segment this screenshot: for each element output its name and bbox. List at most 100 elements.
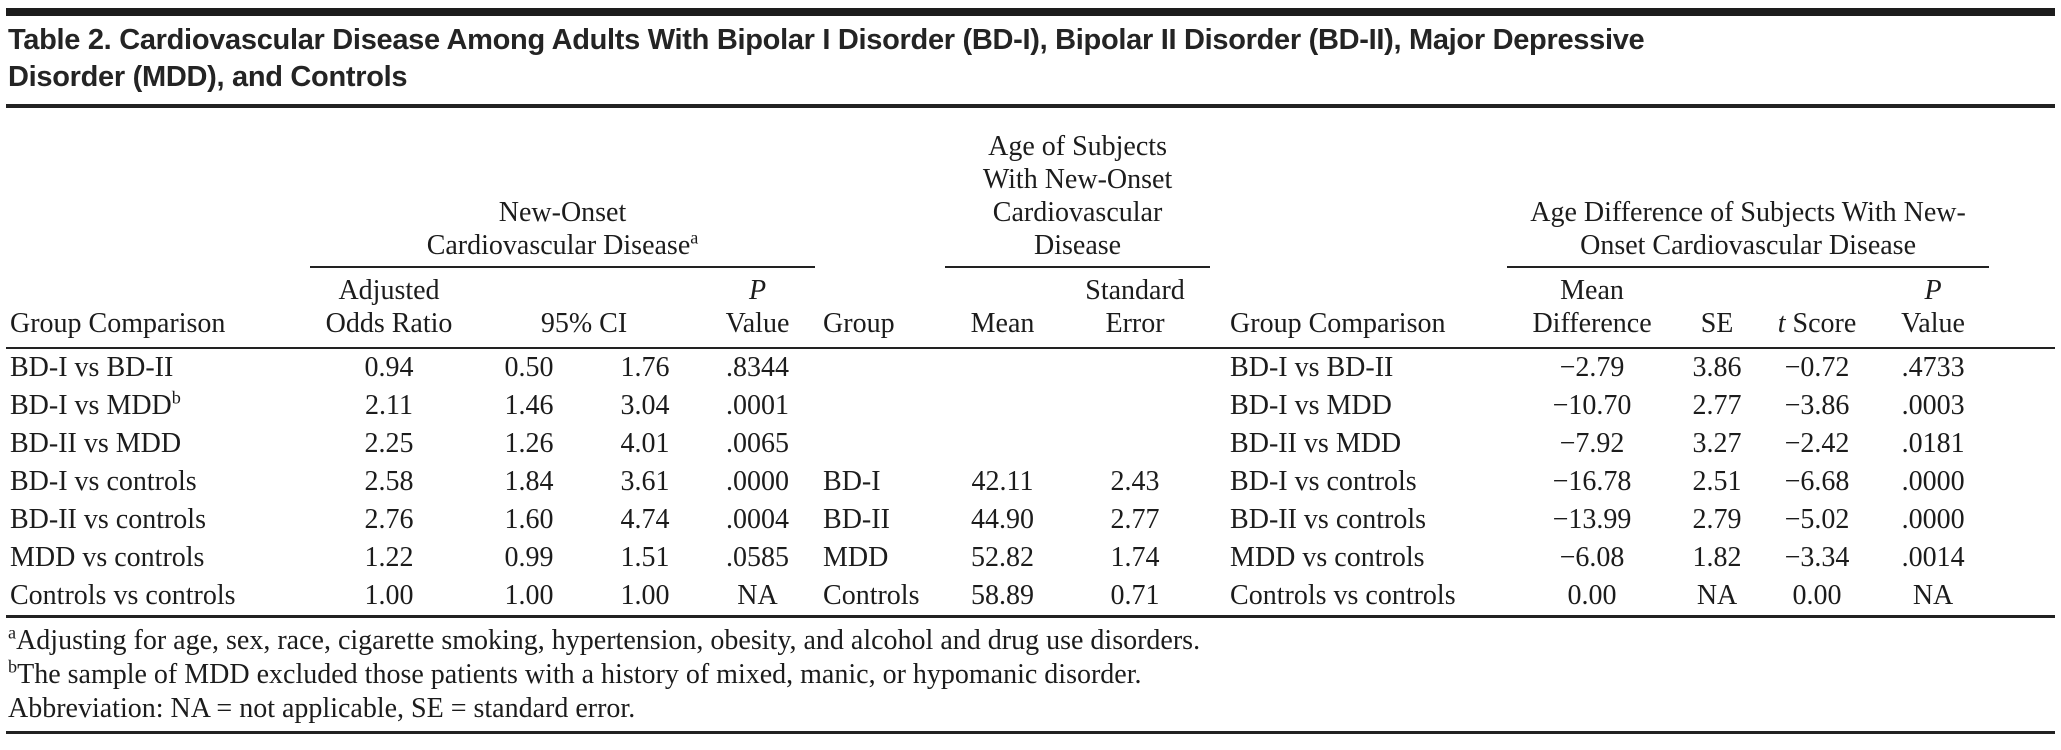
- cell-se2: 2.51: [1692, 466, 1742, 497]
- col-standard-error: Standard Error: [1060, 267, 1211, 349]
- cell-se2: 3.86: [1692, 352, 1742, 383]
- cell-mean_diff: −16.78: [1552, 466, 1632, 497]
- cell-group: BD-I: [823, 466, 881, 497]
- cell-se2: 2.77: [1692, 390, 1742, 421]
- table-row: BD-II vs controls 2.76 1.60 4.74 .0004 BD-II 4…: [6, 501, 2055, 539]
- cell-aor: 2.76: [364, 504, 414, 535]
- cell-p1: .8344: [726, 352, 790, 383]
- score-label: Score: [1785, 308, 1857, 339]
- cell-se_mid: 2.77: [1110, 504, 1160, 535]
- spanner-age-difference-text: Age Difference of Subjects With New- Ons…: [1530, 197, 1966, 261]
- cell-ci_hi: 1.00: [590, 577, 700, 618]
- col-t-score: t Score: [1757, 267, 1878, 349]
- spanner-spacer: [815, 108, 945, 267]
- cell-group: [815, 387, 945, 425]
- footnote-a: aAdjusting for age, sex, race, cigarette…: [8, 624, 2053, 658]
- spanner-spacer: [1210, 108, 1507, 267]
- t-italic: t: [1777, 308, 1786, 339]
- cell-ci_lo: 1.00: [468, 577, 590, 618]
- cell-mean: 52.82: [971, 542, 1035, 573]
- cell-mean_diff: −6.08: [1559, 542, 1625, 573]
- cell-gc2: BD-I vs BD-II: [1230, 352, 1394, 383]
- cell-filler: [1989, 539, 2055, 577]
- footnote-b-marker: b: [8, 656, 18, 677]
- cell-mean_diff: −10.70: [1552, 390, 1632, 421]
- cell-se_mid: [1060, 387, 1210, 425]
- cell-se_mid: 0.71: [1060, 577, 1211, 618]
- cell-gc1: BD-I vs BD-II: [10, 352, 174, 383]
- cell-filler: [1989, 387, 2055, 425]
- col-mean: Mean: [945, 267, 1061, 349]
- spanner-age-text: Age of Subjects With New-Onset Cardiovas…: [982, 131, 1173, 261]
- cell-mean: [945, 387, 1060, 425]
- spanner-new-onset-text: New-Onset Cardiovascular Disease: [426, 197, 691, 261]
- cell-t: −2.42: [1784, 428, 1850, 459]
- cell-ci_hi: 3.61: [620, 466, 670, 497]
- cell-group: [815, 425, 945, 463]
- cell-ci_hi: 4.74: [620, 504, 670, 535]
- footnote-a-marker: a: [8, 622, 17, 643]
- cell-aor: 0.94: [364, 352, 414, 383]
- value-label: Value: [725, 308, 790, 339]
- cardiovascular-table: New-Onset Cardiovascular Diseasea Age of…: [6, 108, 2056, 618]
- cell-se2: 2.79: [1692, 504, 1742, 535]
- cell-t: −0.72: [1784, 352, 1850, 383]
- cell-ci_hi: 4.01: [620, 428, 670, 459]
- footnotes: aAdjusting for age, sex, race, cigarette…: [6, 618, 2055, 726]
- cell-se_mid: [1060, 348, 1210, 387]
- cell-t: −3.86: [1784, 390, 1850, 421]
- cell-ci_hi: 1.76: [620, 352, 670, 383]
- value-label: Value: [1901, 308, 1965, 339]
- cell-p2: .0181: [1901, 428, 1965, 459]
- cell-mean: 58.89: [945, 577, 1061, 618]
- table-row: MDD vs controls 1.22 0.99 1.51 .0585 MDD 52.82…: [6, 539, 2055, 577]
- cell-ci_lo: 1.84: [504, 466, 554, 497]
- col-mean-difference: Mean Difference: [1507, 267, 1678, 349]
- cell-mean: [945, 348, 1060, 387]
- table-row: Controls vs controls 1.00 1.00 1.00 NA Contro…: [6, 577, 2056, 618]
- cell-t: −3.34: [1784, 542, 1850, 573]
- cell-se2: 1.82: [1692, 542, 1742, 573]
- cell-mean_diff: −13.99: [1552, 504, 1632, 535]
- cell-p2: .0000: [1901, 504, 1965, 535]
- title-top-bar: [6, 8, 2055, 16]
- cell-p2: .0003: [1901, 390, 1965, 421]
- cell-p1: NA: [700, 577, 816, 618]
- cell-gc2: BD-II vs controls: [1230, 504, 1427, 535]
- cell-gc1: BD-I vs controls: [10, 466, 197, 497]
- cell-group: Controls: [815, 577, 946, 618]
- cell-p1: .0000: [726, 466, 790, 497]
- footnote-a-text: Adjusting for age, sex, race, cigarette …: [16, 625, 1201, 656]
- table-title: Table 2. Cardiovascular Disease Among Ad…: [6, 16, 2055, 108]
- footnote-marker-b: b: [171, 387, 181, 408]
- col-p-value-2: P Value: [1877, 267, 1990, 349]
- spanner-age-difference: Age Difference of Subjects With New- Ons…: [1507, 108, 1990, 268]
- cell-se2: NA: [1677, 577, 1758, 618]
- cell-ci_lo: 0.99: [504, 542, 554, 573]
- footnote-b: bThe sample of MDD excluded those patien…: [8, 658, 2053, 692]
- cell-gc2: Controls vs controls: [1210, 577, 1508, 618]
- cell-ci_lo: 1.26: [504, 428, 554, 459]
- cell-se_mid: [1060, 425, 1210, 463]
- cell-ci_hi: 3.04: [620, 390, 670, 421]
- p-italic: P: [748, 275, 767, 306]
- cell-aor: 1.22: [364, 542, 414, 573]
- cell-mean: 42.11: [971, 466, 1034, 497]
- cell-filler: [1989, 501, 2055, 539]
- cell-filler: [1989, 348, 2055, 387]
- cell-p1: .0065: [726, 428, 790, 459]
- cell-aor: 2.25: [364, 428, 414, 459]
- cell-gc2: MDD vs controls: [1230, 542, 1425, 573]
- cell-group: BD-II: [823, 504, 890, 535]
- cell-group: [815, 348, 945, 387]
- col-filler: [1989, 267, 2056, 349]
- col-95-ci: 95% CI: [468, 267, 700, 349]
- table-row: BD-I vs MDDb 2.11 1.46 3.04.0001 BD-I vs MDD…: [6, 387, 2055, 425]
- cell-gc2: BD-I vs MDD: [1230, 390, 1392, 421]
- cell-ci_lo: 0.50: [504, 352, 554, 383]
- table-row: BD-II vs MDD 2.25 1.26 4.01 .0065 BD-II vs MD…: [6, 425, 2055, 463]
- footnote-marker-a: a: [690, 227, 699, 248]
- footnote-b-text: The sample of MDD excluded those patient…: [17, 659, 1142, 690]
- col-group-comparison-2: Group Comparison: [1210, 267, 1508, 349]
